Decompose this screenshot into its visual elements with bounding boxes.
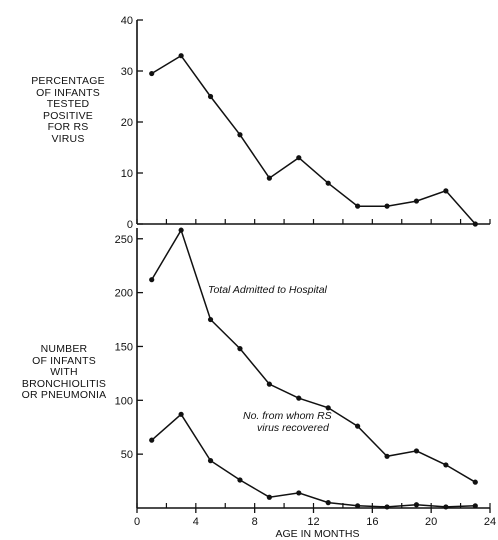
data-point xyxy=(413,198,420,204)
x-tick-label: 16 xyxy=(366,516,378,528)
y-axis-label-line: OR PNEUMONIA xyxy=(21,389,107,401)
x-tick-label: 8 xyxy=(252,516,258,528)
data-point xyxy=(296,490,302,496)
y-axis-label-line: BRONCHIOLITIS xyxy=(21,377,107,390)
series-line xyxy=(151,54,476,225)
data-point xyxy=(207,316,214,323)
y-tick-label: 0 xyxy=(127,219,133,231)
data-point xyxy=(355,503,361,509)
data-point xyxy=(178,227,184,233)
bottom-panel-y-axis-label: NUMBER OF INFANTS WITH BRONCHIOLITIS OR … xyxy=(8,343,120,402)
y-axis-label-line: WITH xyxy=(50,366,78,378)
y-axis-label-line: OF INFANTS xyxy=(32,354,96,367)
y-axis-label-line: PERCENTAGE xyxy=(31,75,105,87)
data-point xyxy=(207,458,214,464)
data-point xyxy=(266,381,272,387)
x-tick-label: 0 xyxy=(134,516,140,528)
data-point xyxy=(325,180,331,186)
y-axis-label-line: POSITIVE xyxy=(42,109,94,122)
data-point xyxy=(237,346,243,352)
y-tick-label: 250 xyxy=(115,234,133,246)
y-axis-label-line: FOR RS xyxy=(47,121,89,133)
data-point xyxy=(472,503,478,509)
data-point xyxy=(237,132,243,138)
data-point xyxy=(443,188,449,194)
data-point xyxy=(207,93,214,100)
data-point xyxy=(266,175,272,181)
data-point xyxy=(472,479,478,485)
data-point xyxy=(384,203,390,209)
series-annotation: Total Admitted to Hospital xyxy=(208,284,328,296)
data-point xyxy=(325,405,331,411)
data-point xyxy=(178,53,184,59)
data-point xyxy=(178,411,184,417)
y-axis-label-line: NUMBER xyxy=(40,343,88,355)
data-point xyxy=(149,70,155,77)
data-point xyxy=(413,502,420,508)
series-line xyxy=(151,413,476,508)
y-tick-label: 150 xyxy=(115,341,133,353)
y-axis-label-line: TESTED xyxy=(46,98,90,110)
data-point xyxy=(296,155,302,161)
series-line xyxy=(151,228,476,483)
data-point xyxy=(355,203,361,209)
data-point xyxy=(266,494,272,500)
x-tick-label: 24 xyxy=(484,516,496,528)
series-annotation: virus recovered xyxy=(257,422,330,434)
x-tick-label: 4 xyxy=(193,516,199,528)
y-tick-label: 10 xyxy=(121,168,133,180)
x-tick-label: 20 xyxy=(425,516,437,528)
x-tick-label: 12 xyxy=(307,516,319,528)
data-point xyxy=(413,448,420,454)
x-axis-label: AGE IN MONTHS xyxy=(275,528,359,540)
data-point xyxy=(237,477,243,483)
data-point xyxy=(325,500,331,506)
y-tick-label: 40 xyxy=(121,15,133,27)
data-point xyxy=(149,277,155,283)
y-tick-label: 100 xyxy=(115,395,133,407)
y-tick-label: 50 xyxy=(121,449,133,461)
data-point xyxy=(384,453,390,459)
y-tick-label: 30 xyxy=(121,66,133,78)
top-panel-y-axis-label: PERCENTAGE OF INFANTS TESTED POSITIVE FO… xyxy=(8,75,128,145)
y-axis-label-line: OF INFANTS xyxy=(36,86,100,99)
y-tick-label: 20 xyxy=(121,117,133,129)
data-point xyxy=(296,395,302,401)
data-point xyxy=(355,423,361,429)
y-tick-label: 200 xyxy=(115,288,133,300)
series-annotation: No. from whom RS xyxy=(243,410,332,422)
y-axis-label-line: VIRUS xyxy=(51,132,85,145)
data-point xyxy=(443,504,449,510)
data-point xyxy=(149,437,155,443)
data-point xyxy=(443,462,449,468)
data-point xyxy=(472,221,478,227)
data-point xyxy=(384,504,390,510)
